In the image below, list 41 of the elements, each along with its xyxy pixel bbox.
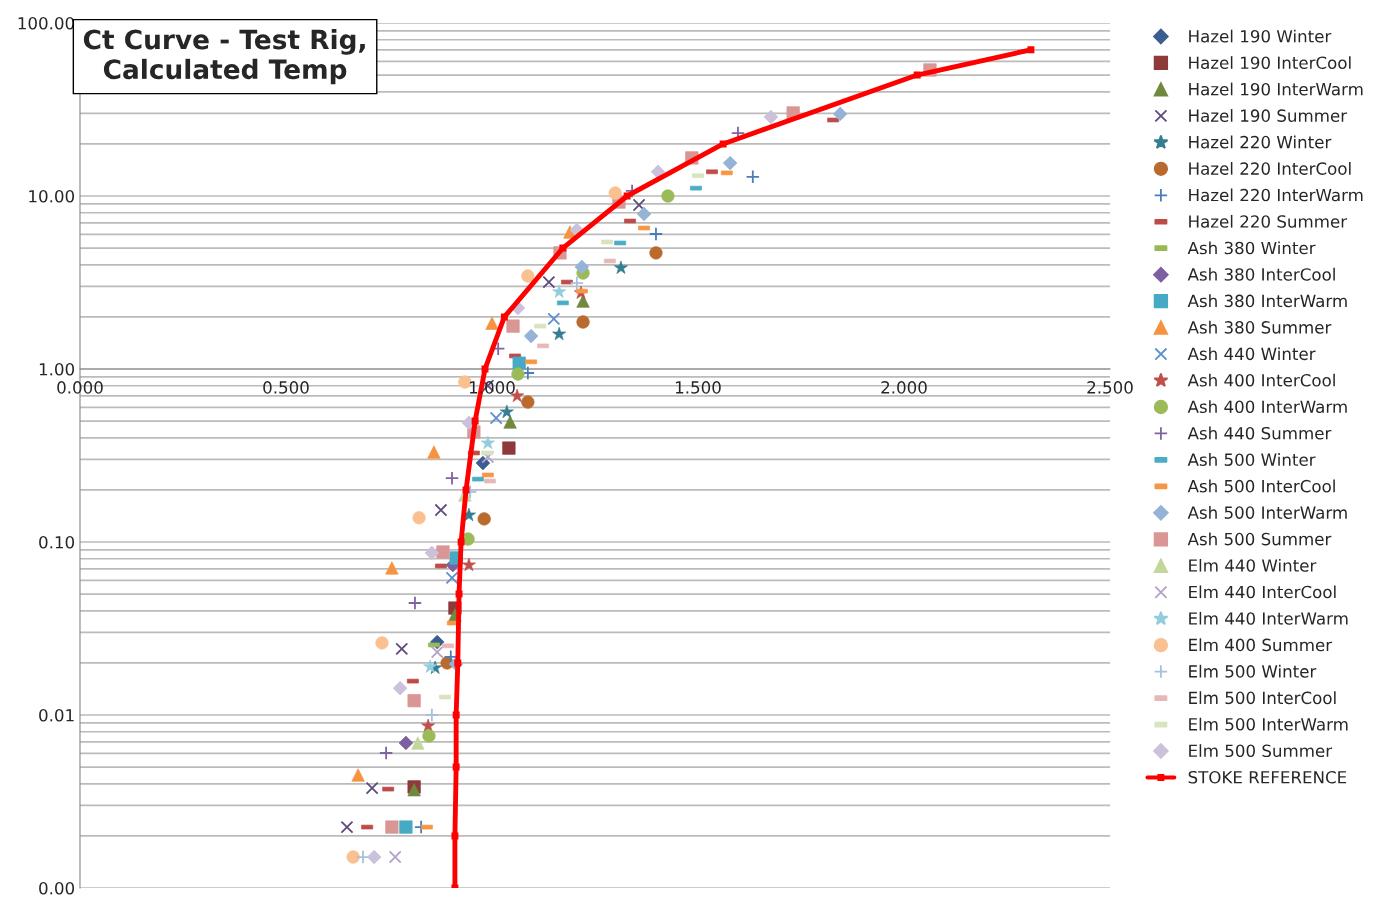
- legend-label: Ash 500 InterWarm: [1187, 506, 1347, 519]
- legend-label: Ash 440 Winter: [1187, 347, 1316, 361]
- x-tick-label: 2.500: [1087, 381, 1133, 394]
- x-tick-label: 1.500: [675, 381, 721, 394]
- y-tick-label: 1.00: [39, 362, 75, 376]
- x-tick-label: 2.000: [881, 381, 927, 394]
- x-tick-label: 0.500: [263, 381, 309, 394]
- legend-label: Ash 380 InterWarm: [1187, 294, 1347, 308]
- legend-label: Elm 440 InterWarm: [1189, 611, 1348, 625]
- legend-label: Ash 500 InterCool: [1187, 479, 1335, 493]
- legend-label: Elm 440 Winter: [1189, 558, 1317, 572]
- legend-label: Hazel 190 InterWarm: [1189, 82, 1363, 96]
- legend-label: Ash 500 Winter: [1187, 453, 1316, 466]
- y-tick-label: 0.10: [39, 535, 75, 549]
- legend-label: Ash 440 Summer: [1187, 426, 1332, 440]
- legend-label: Hazel 220 Summer: [1189, 214, 1348, 228]
- legend-label: Elm 500 Winter: [1189, 664, 1317, 678]
- legend-label: Hazel 190 Winter: [1189, 29, 1332, 43]
- text: Ct Curve - Test Rig, Calculated Temp: [83, 29, 365, 85]
- legend-label: Hazel 220 InterWarm: [1189, 188, 1363, 202]
- legend-label: Ash 500 Summer: [1187, 532, 1332, 546]
- legend-label: Ash 400 InterCool: [1187, 373, 1335, 387]
- legend-label: Elm 440 InterCool: [1189, 585, 1336, 599]
- legend-label: Hazel 190 Summer: [1189, 109, 1348, 122]
- legend-label: Hazel 220 Winter: [1189, 135, 1332, 149]
- legend-label: Elm 500 InterWarm: [1189, 717, 1348, 731]
- legend-label: Ash 380 Summer: [1187, 320, 1332, 334]
- y-tick-label: 0.00: [39, 881, 75, 895]
- x-tick-label: 0.000: [57, 381, 103, 394]
- legend-label: Ash 380 InterCool: [1187, 267, 1335, 281]
- y-tick-label: 0.01: [39, 708, 74, 722]
- legend-label: Elm 500 InterCool: [1189, 691, 1336, 705]
- legend-label: STOKE REFERENCE: [1188, 770, 1347, 784]
- y-tick-label: 10.00: [29, 189, 75, 203]
- legend-label: Ash 380 Winter: [1187, 241, 1316, 255]
- legend-label: Hazel 190 InterCool: [1189, 56, 1351, 70]
- legend-label: Elm 400 Summer: [1189, 638, 1333, 652]
- legend-label: Elm 500 Summer: [1189, 744, 1333, 758]
- y-tick-label: 100.00: [18, 16, 75, 30]
- legend-label: Ash 400 InterWarm: [1187, 400, 1347, 414]
- legend-label: Hazel 220 InterCool: [1189, 161, 1351, 175]
